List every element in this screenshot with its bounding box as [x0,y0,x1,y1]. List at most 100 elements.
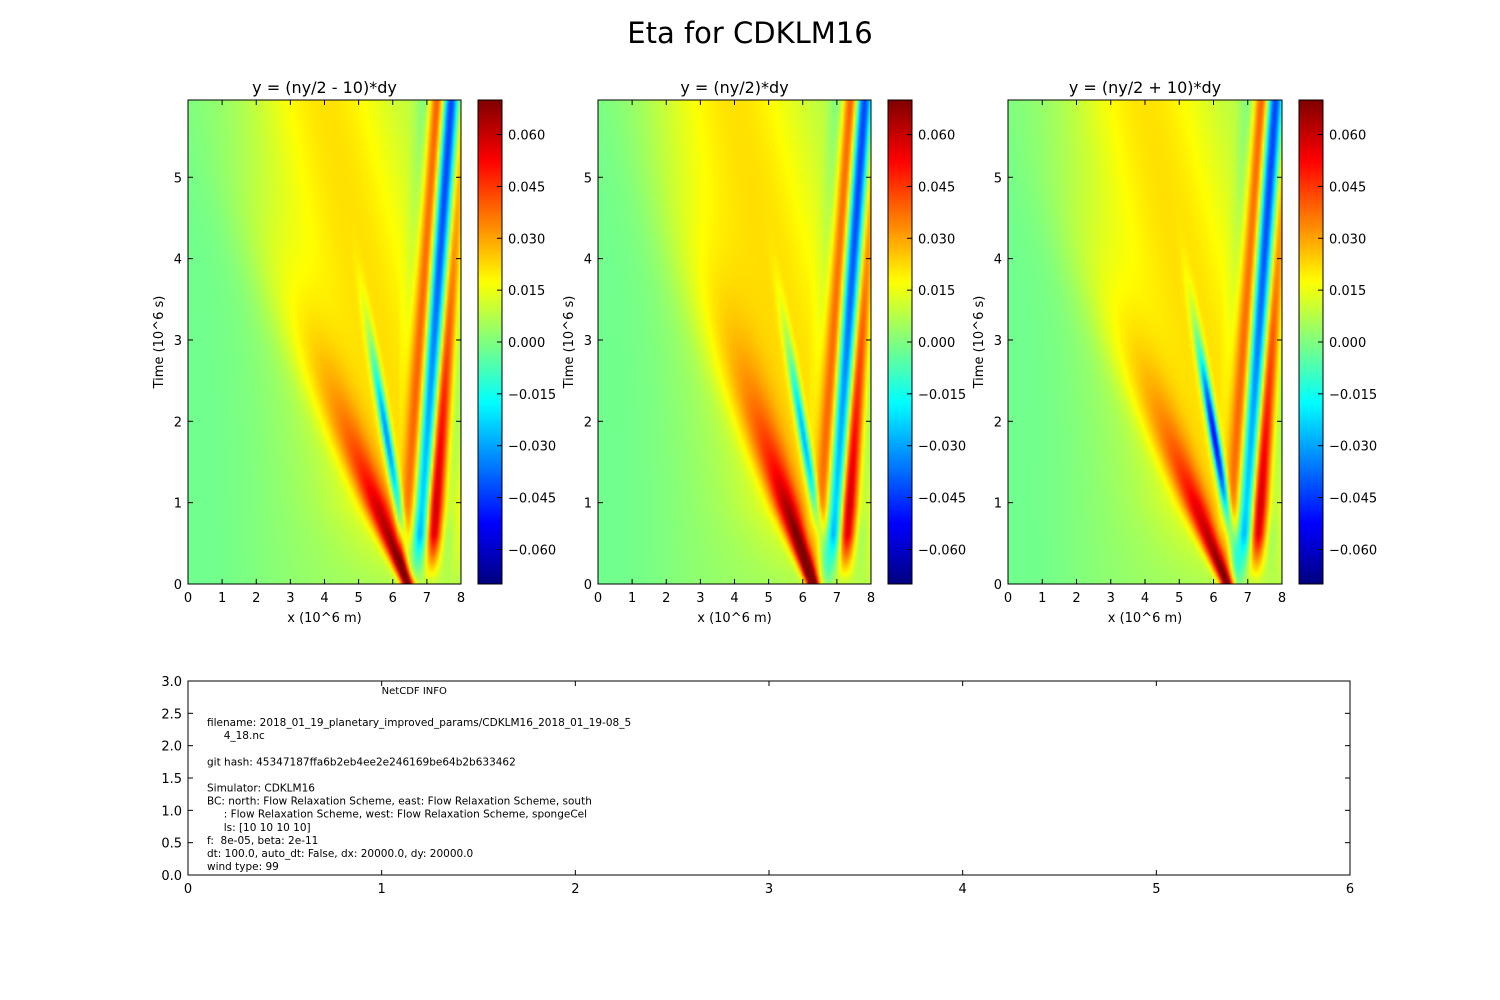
y-tick-label: 3 [174,334,182,349]
colorbar-tick-label: −0.060 [1329,543,1377,558]
y-tick-label: 4 [174,253,182,268]
x-tick-label: 5 [1175,591,1183,606]
info-line: git hash: 45347187ffa6b2eb4ee2e246169be6… [207,756,516,768]
figure-title: Eta for CDKLM16 [627,16,872,50]
heatmap-image [598,100,871,584]
x-tick-label: 4 [730,591,738,606]
colorbar-tick-label: −0.060 [918,543,966,558]
info-y-tick-label: 0.5 [161,837,182,852]
info-y-tick-label: 2.5 [161,707,182,722]
y-axis-label: Time (10^6 s) [152,296,167,390]
colorbar-tick-label: 0.045 [1329,180,1366,195]
x-axis-label: x (10^6 m) [1108,611,1182,626]
info-x-tick-label: 3 [765,882,773,897]
x-tick-label: 8 [1278,591,1286,606]
y-tick-label: 0 [994,578,1002,593]
x-tick-label: 1 [218,591,226,606]
x-axis-label: x (10^6 m) [697,611,771,626]
info-x-tick-label: 0 [184,882,192,897]
x-tick-label: 5 [764,591,772,606]
info-y-tick-label: 1.0 [161,804,182,819]
colorbar-tick-label: 0.045 [508,180,545,195]
info-line: ls: [10 10 10 10] [207,822,311,834]
x-tick-label: 2 [1072,591,1080,606]
x-tick-label: 0 [594,591,602,606]
y-tick-label: 2 [584,415,592,430]
info-x-tick-label: 5 [1152,882,1160,897]
x-tick-label: 3 [696,591,704,606]
info-y-tick-label: 1.5 [161,772,182,787]
x-tick-label: 1 [628,591,636,606]
y-tick-label: 1 [584,497,592,512]
y-axis-label: Time (10^6 s) [972,296,987,390]
heatmap-image [1008,100,1282,584]
colorbar-tick-label: 0.060 [1329,129,1366,144]
x-tick-label: 7 [833,591,841,606]
colorbar-tick-label: 0.060 [508,129,545,144]
y-axis-label: Time (10^6 s) [562,296,577,390]
y-tick-label: 5 [584,171,592,186]
colorbar-tick-label: 0.030 [508,232,545,247]
y-tick-label: 3 [994,334,1002,349]
colorbar-tick-label: −0.015 [508,388,556,403]
colorbar-tick-label: −0.015 [918,388,966,403]
info-y-tick-label: 3.0 [161,675,182,690]
y-tick-label: 5 [174,171,182,186]
y-tick-label: 2 [174,415,182,430]
colorbar-tick-label: 0.000 [918,336,955,351]
colorbar-tick-label: −0.030 [508,440,556,455]
colorbar-tick-label: 0.015 [508,284,545,299]
info-y-tick-label: 2.0 [161,740,182,755]
colorbar-tick-label: 0.000 [1329,336,1366,351]
colorbar-tick-label: −0.030 [918,440,966,455]
colorbar-tick-label: −0.045 [1329,492,1377,507]
netcdf-info-panel: 0 1 2 3 4 5 6 0.0 0.5 1.0 1.5 2.0 2.5 3.0 NetCDF INFO f… [161,675,1354,897]
info-x-tick-label: 2 [571,882,579,897]
colorbar-tick-label: 0.015 [918,284,955,299]
x-tick-label: 3 [1107,591,1115,606]
colorbar-tick-label: −0.045 [508,492,556,507]
x-tick-label: 5 [354,591,362,606]
panel-title: y = (ny/2 + 10)*dy [1069,78,1221,97]
x-tick-label: 7 [1244,591,1252,606]
info-x-tick-label: 4 [959,882,967,897]
y-tick-label: 1 [174,497,182,512]
heatmap-panel-3: y = (ny/2 + 10)*dy 0 1 2 3 4 5 6 7 8 0 1 2 3 4 5 x (10^6… [972,78,1377,626]
x-tick-label: 4 [320,591,328,606]
panel-title: y = (ny/2)*dy [680,78,788,97]
x-tick-label: 2 [252,591,260,606]
heatmap-panel-2: y = (ny/2)*dy 0 1 2 3 4 5 6 7 8 0 1 2 3 4 5 x (10^6 m) Ti… [562,78,966,626]
y-tick-label: 0 [584,578,592,593]
heatmap-image [188,100,461,584]
colorbar-tick-label: −0.015 [1329,388,1377,403]
colorbar-tick-label: −0.060 [508,543,556,558]
info-x-tick-label: 6 [1346,882,1354,897]
y-tick-label: 0 [174,578,182,593]
x-tick-label: 0 [1004,591,1012,606]
info-line: f: 8e-05, beta: 2e-11 [207,835,318,847]
x-tick-label: 4 [1141,591,1149,606]
x-tick-label: 3 [286,591,294,606]
info-line: dt: 100.0, auto_dt: False, dx: 20000.0, … [207,848,473,860]
colorbar-tick-label: 0.015 [1329,284,1366,299]
panel-title: y = (ny/2 - 10)*dy [252,78,397,97]
colorbar-tick-label: 0.045 [918,180,955,195]
colorbar-tick-label: 0.030 [1329,232,1366,247]
x-axis-label: x (10^6 m) [287,611,361,626]
info-line: : Flow Relaxation Scheme, west: Flow Rel… [207,809,587,821]
x-tick-label: 1 [1038,591,1046,606]
info-line: Simulator: CDKLM16 [207,783,315,795]
info-frame [187,680,1351,876]
info-y-tick-label: 0.0 [161,869,182,884]
info-line: filename: 2018_01_19_planetary_improved_… [207,717,631,729]
x-tick-label: 7 [423,591,431,606]
y-tick-label: 2 [994,415,1002,430]
y-tick-label: 5 [994,171,1002,186]
info-line: wind type: 99 [207,861,279,873]
info-line: BC: north: Flow Relaxation Scheme, east:… [207,796,592,808]
y-tick-label: 3 [584,334,592,349]
info-line: 4_18.nc [207,730,265,742]
x-tick-label: 8 [457,591,465,606]
x-tick-label: 6 [389,591,397,606]
